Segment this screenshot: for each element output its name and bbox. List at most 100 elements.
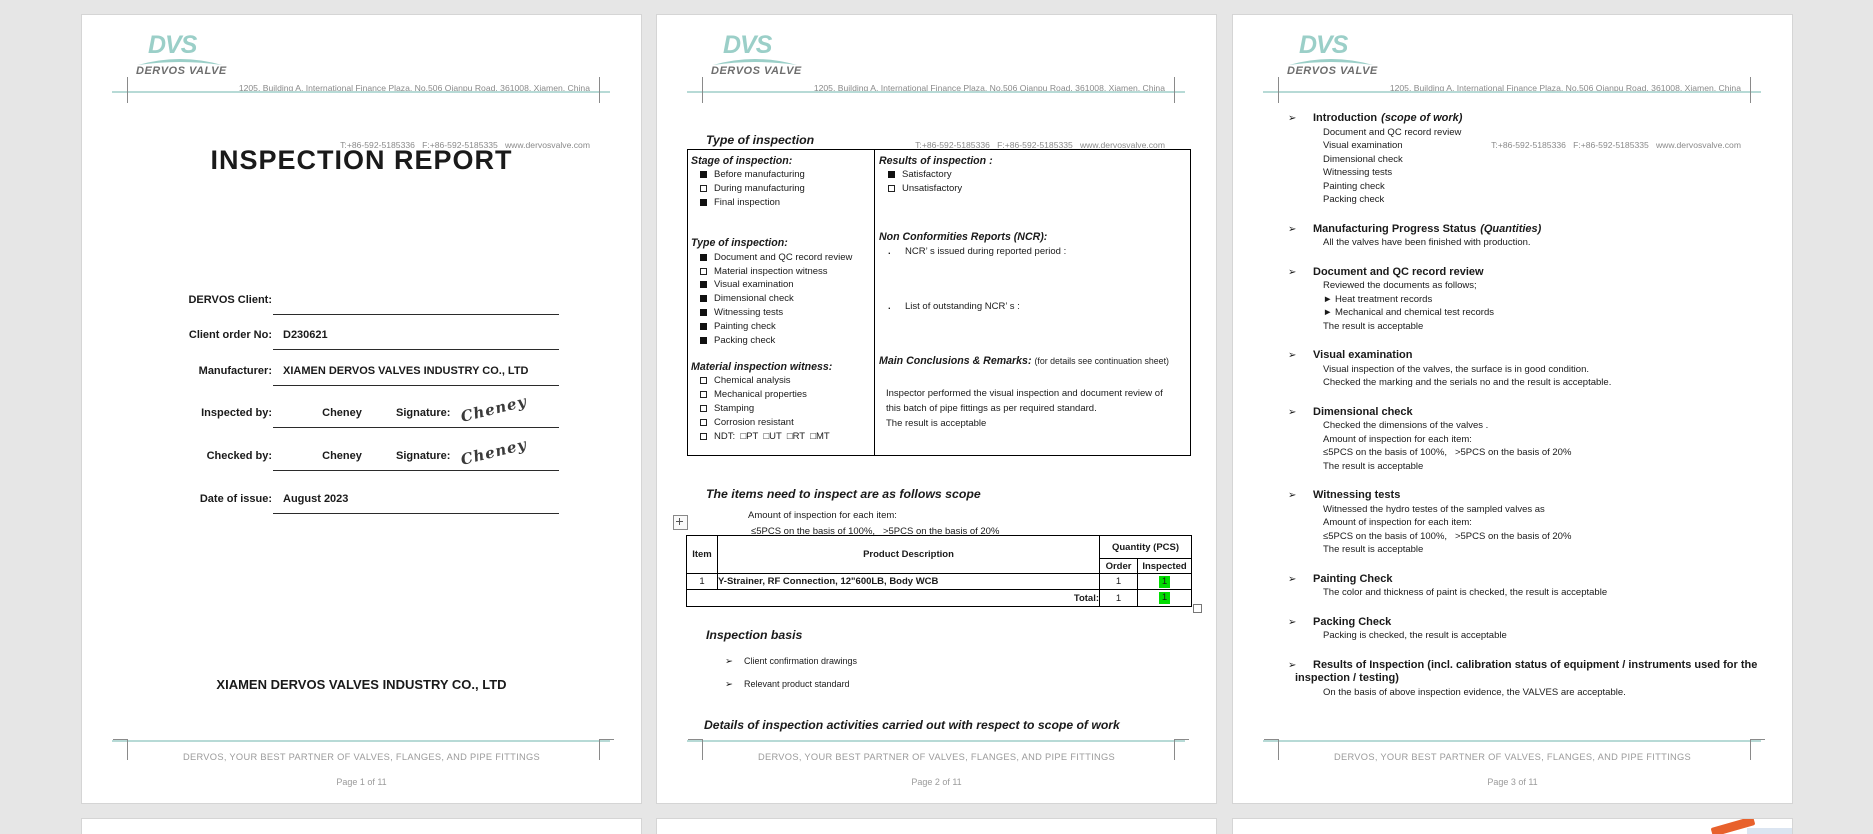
col-header-quantity: Quantity (PCS) bbox=[1099, 535, 1192, 559]
field-value: August 2023 bbox=[283, 493, 349, 505]
footer-tagline: DERVOS, YOUR BEST PARTNER OF VALVES, FLA… bbox=[1333, 752, 1692, 762]
field-underline bbox=[273, 349, 559, 350]
section-body-text: Packing is checked, the result is accept… bbox=[1323, 630, 1507, 641]
section-line: ➢Packing check bbox=[1233, 193, 1782, 207]
ncr-item: . List of outstanding NCR’ s : bbox=[879, 301, 1190, 312]
checkbox-icon bbox=[888, 171, 895, 179]
footer-tagline: DERVOS, YOUR BEST PARTNER OF VALVES, FLA… bbox=[757, 752, 1116, 762]
bullet: . bbox=[888, 300, 891, 312]
col-header-inspected: Inspected bbox=[1137, 558, 1192, 574]
page-3[interactable]: DVS DERVOS VALVE 1205, Building A, Inter… bbox=[1232, 14, 1793, 804]
checkbox-icon bbox=[700, 281, 707, 289]
group-title: Non Conformities Reports (NCR): bbox=[879, 230, 1048, 243]
checkbox-label: During manufacturing bbox=[714, 183, 805, 195]
section-line: ➢Amount of inspection for each item: bbox=[1233, 433, 1782, 447]
header-rule bbox=[1263, 91, 1761, 93]
contact-line: T:+86-592-5185336 F:+86-592-5185335 www.… bbox=[915, 140, 1165, 150]
arrow-bullet-icon: ➢ bbox=[1288, 616, 1297, 628]
section-heading: Document and QC record review bbox=[1313, 265, 1484, 278]
page-4-partial[interactable] bbox=[81, 818, 642, 834]
checkbox-label: Chemical analysis bbox=[714, 375, 791, 387]
page-5-partial[interactable] bbox=[656, 818, 1217, 834]
checkbox-icon bbox=[700, 185, 707, 193]
bullet: . bbox=[888, 245, 891, 257]
margin-mark bbox=[1174, 739, 1175, 760]
dervos-logo: DVS bbox=[1299, 31, 1348, 59]
field-label: Manufacturer: bbox=[198, 365, 272, 377]
arrow-bullet-icon: ➢ bbox=[1288, 266, 1297, 278]
checkbox-label: Packing check bbox=[714, 334, 776, 346]
checkbox-label: Visual examination bbox=[714, 279, 794, 291]
checkbox-item: Material inspection witness bbox=[691, 264, 874, 278]
logo-swoosh-icon bbox=[713, 59, 797, 65]
signature-script: Cheney bbox=[458, 435, 529, 469]
margin-mark bbox=[127, 77, 128, 103]
section-line: ➢Document and QC record review bbox=[1233, 126, 1782, 140]
checkbox-item: Visual examination bbox=[691, 278, 874, 292]
section-body-text: Amount of inspection for each item: bbox=[1323, 433, 1472, 445]
section-line: ➢Painting check bbox=[1233, 180, 1782, 194]
section-line: ➢ Dimensional check bbox=[1233, 406, 1782, 420]
total-label: Total: bbox=[686, 589, 1100, 607]
margin-mark bbox=[599, 739, 600, 760]
address-line: 1205, Building A, International Finance … bbox=[1389, 83, 1741, 93]
page-6-partial[interactable] bbox=[1232, 818, 1793, 834]
checkbox-icon bbox=[700, 322, 707, 330]
table-right-column: Results of inspection : Satisfactory Uns… bbox=[875, 150, 1190, 455]
checkbox-label: Mechanical properties bbox=[714, 389, 807, 401]
header-rule bbox=[687, 91, 1185, 93]
results-of-inspection-group: Results of inspection : Satisfactory Uns… bbox=[879, 155, 1190, 196]
field-value: Cheney bbox=[322, 407, 362, 419]
page-2[interactable]: DVS DERVOS VALVE 1205, Building A, Inter… bbox=[656, 14, 1217, 804]
remark-line: Inspector performed the visual inspectio… bbox=[886, 387, 1163, 399]
footer-tagline: DERVOS, YOUR BEST PARTNER OF VALVES, FLA… bbox=[182, 752, 541, 762]
section-heading-suffix: (Quantities) bbox=[1480, 222, 1542, 235]
section-heading: Visual examination bbox=[1313, 349, 1413, 361]
margin-mark bbox=[1264, 739, 1278, 740]
logo-swoosh-icon bbox=[138, 59, 222, 65]
dervos-logo: DVS bbox=[723, 31, 772, 59]
contact-line: T:+86-592-5185336 F:+86-592-5185335 www.… bbox=[1491, 140, 1741, 150]
section-line: ➢The result is acceptable bbox=[1233, 320, 1782, 334]
section-line: ➢ Results of Inspection (incl. calibratio… bbox=[1233, 659, 1782, 686]
margin-mark bbox=[688, 739, 702, 740]
basis-text: Relevant product standard bbox=[744, 679, 850, 689]
section-body-text: Witnessed the hydro testes of the sample… bbox=[1323, 503, 1545, 515]
inspected-qty: 1 bbox=[1137, 573, 1192, 590]
table-resize-handle[interactable] bbox=[1193, 604, 1202, 613]
section-line: ➢Visual inspection of the valves, the su… bbox=[1233, 363, 1782, 377]
page-1[interactable]: DVS DERVOS VALVE 1205, Building A, Inter… bbox=[81, 14, 642, 804]
signature-label: Signature: bbox=[396, 450, 451, 462]
section-line: ➢≤5PCS on the basis of 100%, >5PCS on th… bbox=[1233, 446, 1782, 460]
margin-mark bbox=[702, 77, 703, 103]
company-address: 1205, Building A, International Finance … bbox=[814, 41, 1165, 193]
field-underline bbox=[273, 470, 559, 471]
field-row: Client order No: D230621 bbox=[82, 329, 643, 355]
group-title: Main Conclusions & Remarks: (for details … bbox=[879, 355, 1190, 368]
ncr-group: Non Conformities Reports (NCR): . NCR’ s … bbox=[879, 231, 1190, 312]
section-line: ➢ Document and QC record review bbox=[1233, 266, 1782, 280]
inspection-summary-table: Stage of inspection: Before manufacturin… bbox=[687, 149, 1191, 456]
checkbox-label: Painting check bbox=[714, 320, 776, 332]
section-line: ➢Witnessed the hydro testes of the sampl… bbox=[1233, 503, 1782, 517]
arrow-bullet-icon: ➢ bbox=[1288, 406, 1297, 418]
table-move-handle[interactable] bbox=[673, 515, 688, 530]
section-line: ➢ Introduction (scope of work) bbox=[1233, 112, 1782, 126]
section-line: ➢Reviewed the documents as follows; bbox=[1233, 279, 1782, 293]
company-name: XIAMEN DERVOS VALVES INDUSTRY CO., LTD bbox=[216, 677, 507, 692]
margin-mark bbox=[600, 739, 614, 740]
field-underline bbox=[273, 427, 559, 428]
section-body-text: The result is acceptable bbox=[1323, 460, 1424, 472]
arrow-bullet-icon: ➢ bbox=[1288, 350, 1297, 361]
margin-mark bbox=[1278, 77, 1279, 103]
amount-line: Amount of inspection for each item: bbox=[748, 510, 897, 521]
field-label: DERVOS Client: bbox=[188, 294, 272, 306]
basis-item: ➢ Client confirmation drawings bbox=[725, 656, 857, 667]
checkbox-item: Before manufacturing bbox=[691, 168, 874, 182]
checkbox-item: NDT: □PT □UT □RT □MT bbox=[691, 429, 874, 443]
section-body-text: Painting check bbox=[1323, 180, 1385, 192]
dervos-logo-text: DERVOS VALVE bbox=[711, 65, 802, 77]
checkbox-item: Packing check bbox=[691, 333, 874, 347]
checkbox-item: Dimensional check bbox=[691, 292, 874, 306]
field-row: Manufacturer: XIAMEN DERVOS VALVES INDUS… bbox=[82, 365, 643, 391]
